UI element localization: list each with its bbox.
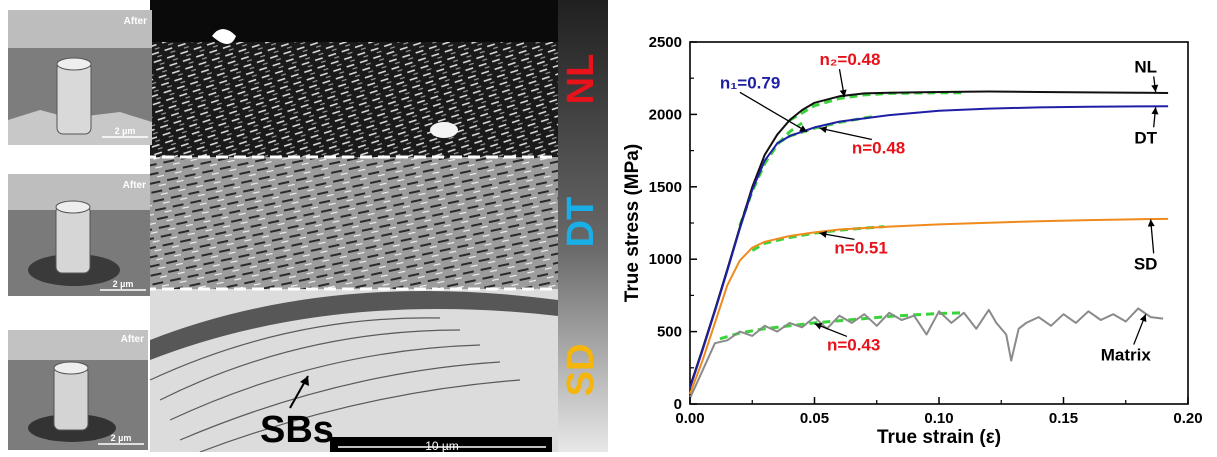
chart-svg: n₂=0.48 n₁=0.79 n=0.48 n=0.51 n=0.43 NL DT SD Ma… [622, 34, 1203, 448]
inset-scale-label: 2 µm [111, 433, 132, 443]
x-tick-label: 0.00 [675, 410, 704, 427]
annotation-arrow-head [819, 126, 828, 134]
series-label-arrow-head [1147, 219, 1155, 227]
region-label-nl: NL [560, 54, 602, 105]
series-line-nl [689, 90, 1169, 387]
series-label-matrix: Matrix [1101, 346, 1152, 365]
series-label-arrow-head [1139, 314, 1147, 323]
inset-dt: After 2 µm [8, 174, 150, 296]
series-label-sd: SD [1134, 254, 1158, 273]
y-tick-label: 500 [657, 324, 682, 341]
inset-sd: After 2 µm [8, 330, 148, 450]
inset-caption: After [123, 180, 146, 191]
x-tick-label: 0.15 [1049, 410, 1078, 427]
fit-curve [738, 121, 803, 227]
y-axis-title: True stress (MPa) [622, 144, 643, 302]
inset-caption: After [124, 16, 147, 27]
region-label-sd: SD [560, 344, 602, 397]
scale-bar-background [330, 437, 552, 452]
inset-caption: After [121, 334, 144, 345]
x-tick-label: 0.10 [924, 410, 953, 427]
series-label-nl: NL [1134, 57, 1157, 76]
series-line-dt [689, 105, 1169, 389]
sem-micrograph: NL DT SD After 2 µm After 2 µm [0, 0, 608, 453]
inset-scale-label: 2 µm [113, 279, 134, 289]
fit-curve [719, 311, 964, 341]
series-label-arrow-head [1151, 84, 1159, 92]
inset-scale-label: 2 µm [115, 126, 136, 136]
x-axis-title: True strain (ε) [877, 427, 1001, 448]
sbs-label: SBs [260, 409, 334, 451]
series-line-sd [689, 217, 1169, 395]
series-label-arrow-head [1151, 107, 1159, 115]
inset-nl: After 2 µm [8, 10, 152, 145]
annotation-arrow-head [819, 230, 827, 238]
y-tick-label: 1000 [649, 251, 682, 268]
strain-hardening-annotation: n₁=0.79 [720, 73, 780, 92]
dt-region [150, 157, 558, 289]
x-tick-label: 0.05 [800, 410, 829, 427]
particle [430, 122, 458, 138]
series-label-dt: DT [1134, 128, 1157, 147]
strain-hardening-annotation: n=0.51 [834, 238, 887, 257]
sem-micrograph-panel: NL DT SD After 2 µm After 2 µm [0, 0, 608, 453]
region-label-dt: DT [560, 197, 602, 248]
x-tick-label: 0.20 [1173, 410, 1202, 427]
y-tick-label: 2500 [649, 34, 682, 51]
region-label-band [558, 0, 608, 452]
y-tick-label: 0 [674, 396, 682, 413]
nl-region [150, 42, 558, 157]
series-line-matrix [689, 307, 1164, 399]
stress-strain-chart: n₂=0.48 n₁=0.79 n=0.48 n=0.51 n=0.43 NL DT SD Ma… [608, 0, 1217, 452]
annotation-arrow-head [814, 322, 823, 330]
scale-bar-label: 10 µm [425, 439, 459, 452]
y-tick-label: 2000 [649, 106, 682, 123]
y-tick-label: 1500 [649, 179, 682, 196]
strain-hardening-annotation: n₂=0.48 [819, 50, 880, 69]
strain-hardening-annotation: n=0.43 [827, 335, 880, 354]
strain-hardening-annotation: n=0.48 [852, 138, 905, 157]
annotation-arrow-head [839, 89, 847, 98]
annotation-arrow [739, 91, 808, 133]
annotation-arrow [819, 127, 872, 141]
annotation-arrow-head [799, 125, 808, 132]
shear-band-lines [149, 317, 521, 453]
